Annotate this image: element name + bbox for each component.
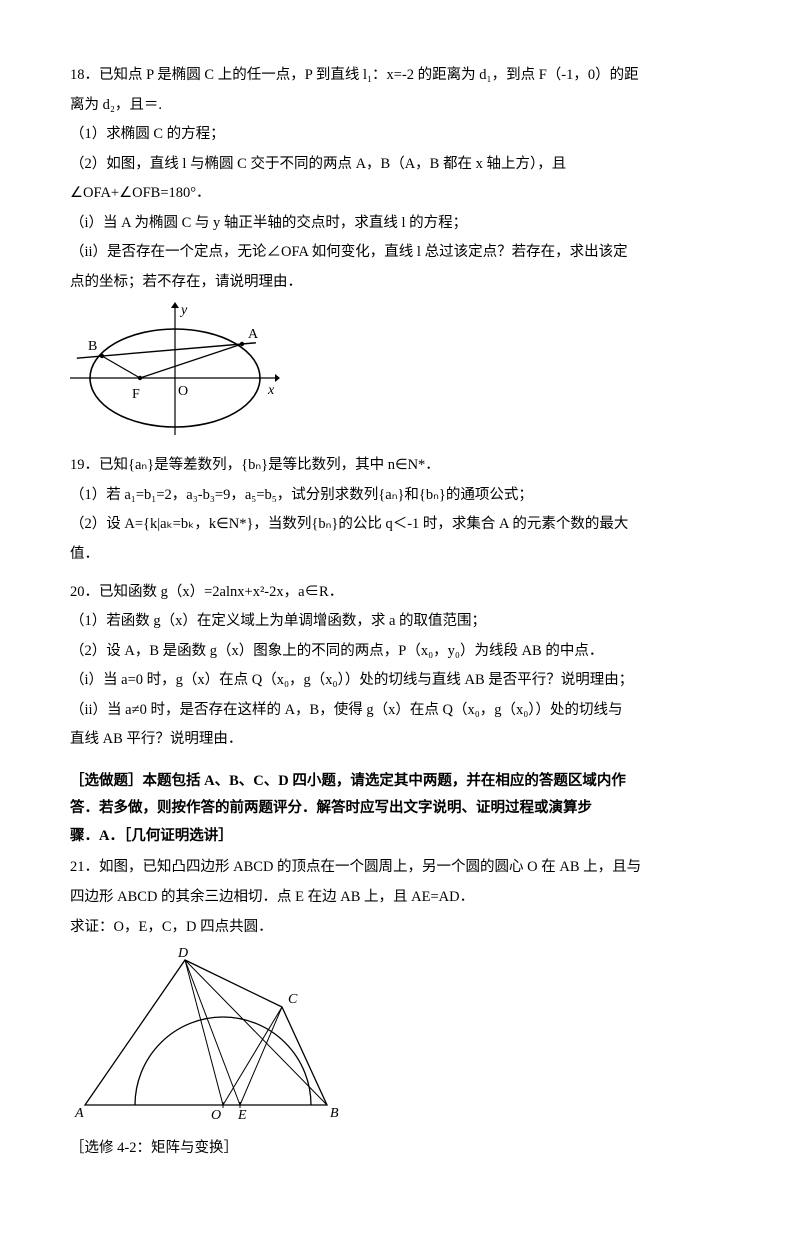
q21-num: 21 xyxy=(70,859,85,875)
opt-head2: 答．若多做，则按作答的前两题评分．解答时应写出文字说明、证明过程或演算步 xyxy=(70,800,592,816)
q18-line2: 离为 d₂，且＝. xyxy=(70,92,730,120)
svg-text:D: D xyxy=(177,946,188,961)
q19-p2: （2）设 A={k|aₖ=bₖ，k∈N*}，当数列{bₙ}的公比 q＜-1 时，… xyxy=(70,511,730,539)
opt-head1: ［选做题］本题包括 A、B、C、D 四小题，请选定其中两题，并在相应的答题区域内… xyxy=(70,773,626,789)
q19-num: 19 xyxy=(70,457,85,473)
q18-num: 18 xyxy=(70,67,85,83)
svg-text:B: B xyxy=(330,1106,339,1120)
svg-text:B: B xyxy=(88,339,97,354)
svg-text:x: x xyxy=(267,383,275,398)
q20-p2: （2）设 A，B 是函数 g（x）图象上的不同的两点，P（x₀，y₀）为线段 A… xyxy=(70,638,730,666)
question-20: 20．已知函数 g（x）=2alnx+x²-2x，a∈R． （1）若函数 g（x… xyxy=(70,579,730,754)
q18-figure: F O A By x xyxy=(70,300,280,440)
optional-section-head: ［选做题］本题包括 A、B、C、D 四小题，请选定其中两题，并在相应的答题区域内… xyxy=(70,768,730,851)
q19-intro: ．已知{aₙ}是等差数列，{bₙ}是等比数列，其中 n∈N*． xyxy=(85,457,440,473)
svg-text:O: O xyxy=(211,1108,221,1120)
q21-line2: 四边形 ABCD 的其余三边相切．点 E 在边 AB 上，且 AE=AD． xyxy=(70,884,730,912)
q21-figure: A B C D O E xyxy=(70,945,370,1120)
section-4-2: ［选修 4-2：矩阵与变换］ xyxy=(70,1135,730,1163)
question-21: 21．如图，已知凸四边形 ABCD 的顶点在一个圆周上，另一个圆的圆心 O 在 … xyxy=(70,854,730,1120)
svg-text:E: E xyxy=(237,1108,247,1120)
q21-proof: 求证：O，E，C，D 四点共圆． xyxy=(70,914,730,942)
q18-pi: （i）当 A 为椭圆 C 与 y 轴正半轴的交点时，求直线 l 的方程； xyxy=(70,210,730,238)
q19-line1: 19．已知{aₙ}是等差数列，{bₙ}是等比数列，其中 n∈N*． xyxy=(70,452,730,480)
q18-p1: （1）求椭圆 C 的方程； xyxy=(70,121,730,149)
q21-intro: ．如图，已知凸四边形 ABCD 的顶点在一个圆周上，另一个圆的圆心 O 在 AB… xyxy=(85,859,642,875)
q20-intro: ．已知函数 g（x）=2alnx+x²-2x，a∈R． xyxy=(85,584,344,600)
q18-intro: ．已知点 P 是椭圆 C 上的任一点，P 到直线 l₁：x=-2 的距离为 d₁… xyxy=(85,67,639,83)
q18-line1: 18．已知点 P 是椭圆 C 上的任一点，P 到直线 l₁：x=-2 的距离为 … xyxy=(70,62,730,90)
q20-line1: 20．已知函数 g（x）=2alnx+x²-2x，a∈R． xyxy=(70,579,730,607)
q18-p2b: ∠OFA+∠OFB=180°． xyxy=(70,180,730,208)
svg-text:F: F xyxy=(132,387,140,402)
opt-head3: 骤．A．［几何证明选讲］ xyxy=(70,828,233,844)
q18-pii: （ii）是否存在一个定点，无论∠OFA 如何变化，直线 l 总过该定点？若存在，… xyxy=(70,239,730,267)
q20-p1: （1）若函数 g（x）在定义域上为单调增函数，求 a 的取值范围； xyxy=(70,608,730,636)
q18-p2: （2）如图，直线 l 与椭圆 C 交于不同的两点 A，B（A，B 都在 x 轴上… xyxy=(70,151,730,179)
question-18: 18．已知点 P 是椭圆 C 上的任一点，P 到直线 l₁：x=-2 的距离为 … xyxy=(70,62,730,440)
svg-text:O: O xyxy=(178,384,188,399)
q20-pi: （i）当 a=0 时，g（x）在点 Q（x₀，g（x₀））处的切线与直线 AB … xyxy=(70,667,730,695)
svg-text:y: y xyxy=(179,303,188,318)
question-19: 19．已知{aₙ}是等差数列，{bₙ}是等比数列，其中 n∈N*． （1）若 a… xyxy=(70,452,730,568)
q20-pii2: 直线 AB 平行？说明理由． xyxy=(70,726,730,754)
q20-pii: （ii）当 a≠0 时，是否存在这样的 A，B，使得 g（x）在点 Q（x₀，g… xyxy=(70,697,730,725)
q20-num: 20 xyxy=(70,584,85,600)
q18-pii2: 点的坐标；若不存在，请说明理由． xyxy=(70,269,730,297)
q19-p1: （1）若 a₁=b₁=2，a₃-b₃=9，a₅=b₅，试分别求数列{aₙ}和{b… xyxy=(70,482,730,510)
q19-p2b: 值． xyxy=(70,541,730,569)
svg-text:A: A xyxy=(74,1106,84,1120)
svg-text:C: C xyxy=(288,992,298,1007)
svg-text:A: A xyxy=(248,327,259,342)
q21-line1: 21．如图，已知凸四边形 ABCD 的顶点在一个圆周上，另一个圆的圆心 O 在 … xyxy=(70,854,730,882)
